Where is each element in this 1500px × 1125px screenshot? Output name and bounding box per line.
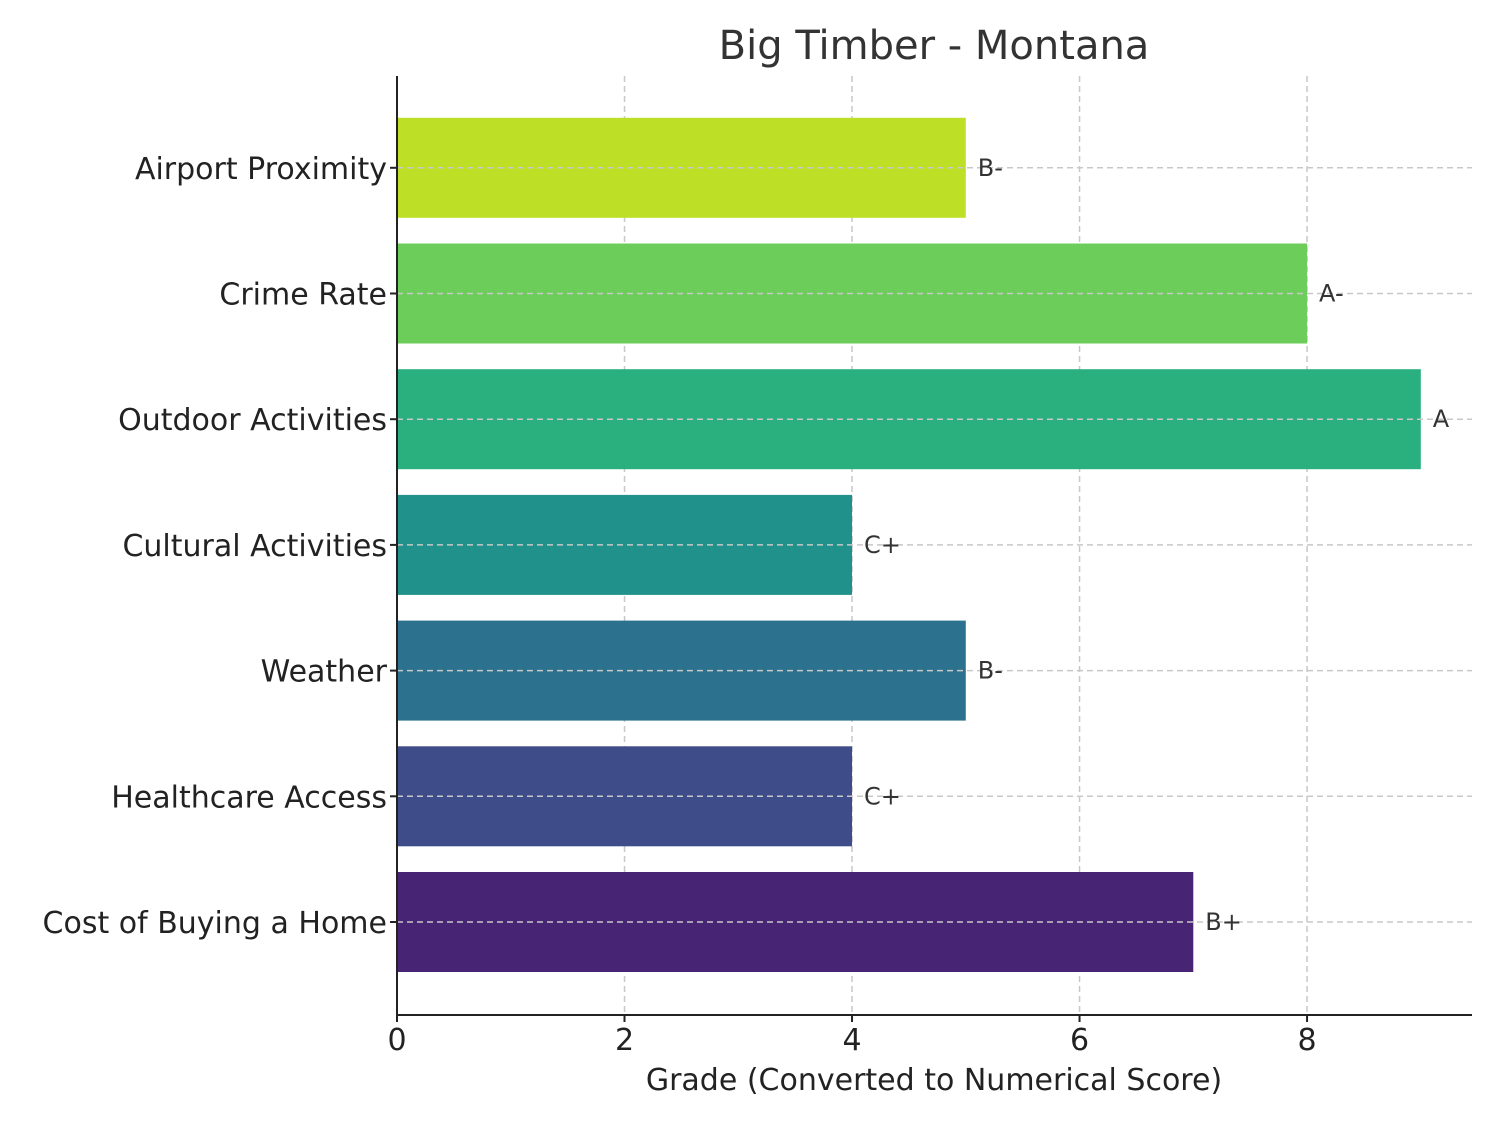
bar [397, 746, 853, 847]
bar-data-label: C+ [864, 531, 901, 559]
x-tick-label: 6 [1070, 1023, 1089, 1058]
x-axis-label: Grade (Converted to Numerical Score) [646, 1063, 1222, 1098]
bar-data-label: B+ [1205, 908, 1242, 936]
y-axis: Cost of Buying a Home Healthcare Access We… [43, 76, 398, 1015]
bar [397, 494, 853, 595]
y-tick-label: Cultural Activities [122, 529, 387, 564]
bar-data-label: B- [978, 154, 1003, 182]
x-tick-label: 4 [842, 1023, 861, 1058]
bar [397, 872, 1194, 972]
bar-data-label: A- [1319, 280, 1344, 308]
y-tick-label: Cost of Buying a Home [43, 906, 387, 941]
y-tick-label: Healthcare Access [111, 780, 387, 815]
y-tick-label: Outdoor Activities [118, 403, 387, 438]
x-tick-label: 0 [387, 1023, 406, 1058]
x-tick-label: 8 [1298, 1023, 1317, 1058]
x-tick-label: 2 [615, 1023, 634, 1058]
y-tick-label: Crime Rate [219, 278, 387, 313]
chart-title: Big Timber - Montana [719, 23, 1150, 69]
x-axis: 0 2 4 6 8 [387, 1014, 1472, 1058]
bar-data-label: A [1433, 405, 1450, 433]
data-labels: B+ C+ B- C+ A A- B- [864, 154, 1450, 936]
y-tick-label: Weather [261, 655, 388, 690]
bar-data-label: C+ [864, 782, 901, 810]
grid-lines [623, 76, 1308, 1015]
bar-data-label: B- [978, 657, 1003, 685]
y-tick-label: Airport Proximity [135, 152, 387, 187]
